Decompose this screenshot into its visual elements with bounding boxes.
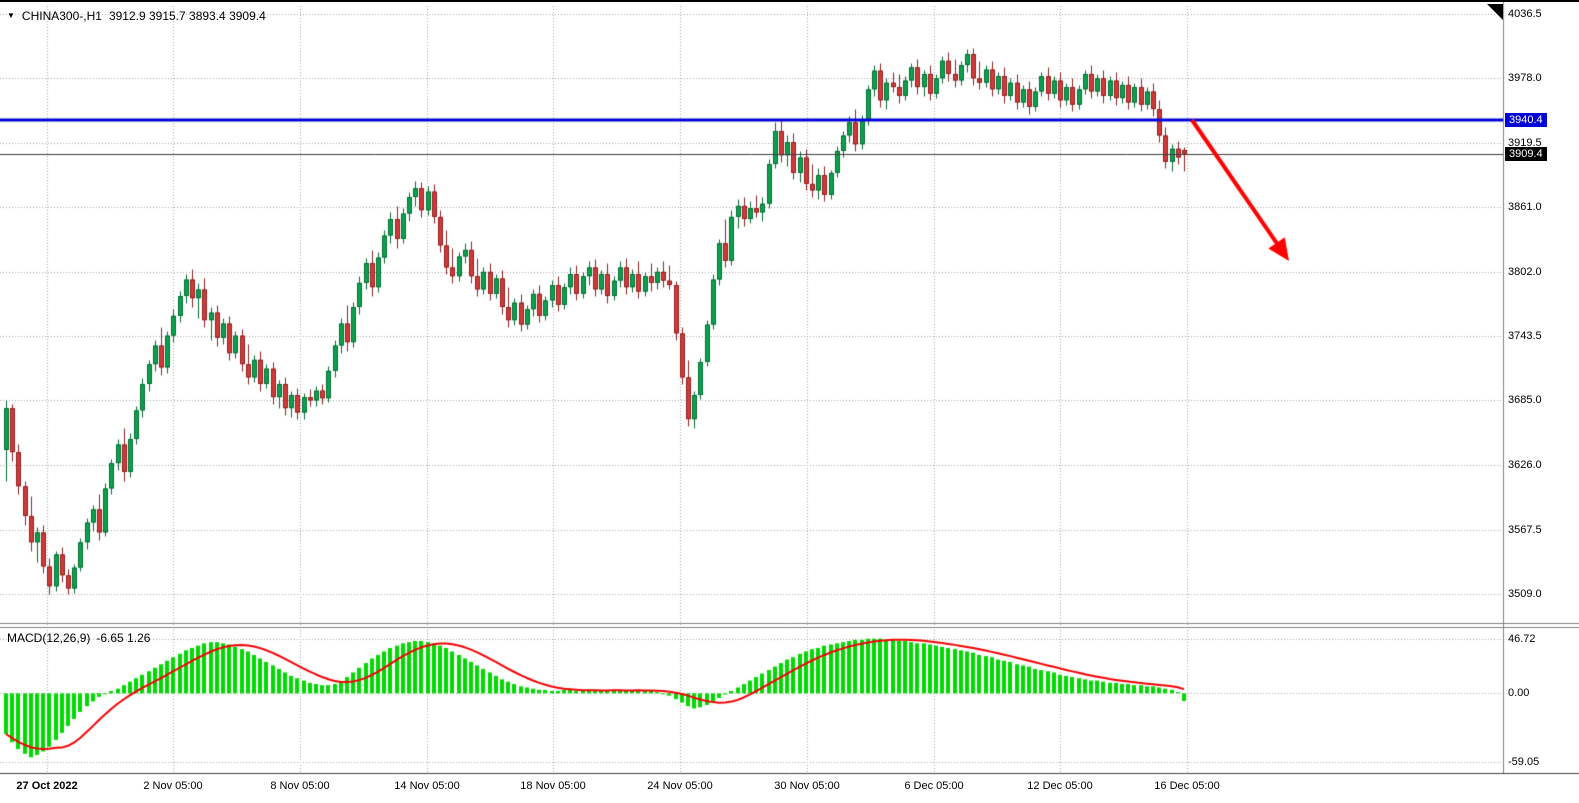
macd-values: -6.65 1.26 [96, 631, 151, 645]
autoscroll-triangle-icon[interactable] [1487, 4, 1503, 20]
macd-indicator-label: MACD(12,26,9) -6.65 1.26 [7, 631, 150, 645]
symbol-ohlc-label: ▼ CHINA300-,H1 3912.9 3915.7 3893.4 3909… [7, 9, 266, 23]
ohlc-values: 3912.9 3915.7 3893.4 3909.4 [108, 9, 266, 23]
current-price-tag: 3909.4 [1505, 146, 1547, 161]
macd-name: MACD(12,26,9) [7, 631, 91, 645]
price-line-tag: 3940.4 [1505, 112, 1547, 127]
symbol-label: CHINA300-,H1 [21, 9, 102, 23]
collapse-icon[interactable]: ▼ [7, 11, 15, 20]
